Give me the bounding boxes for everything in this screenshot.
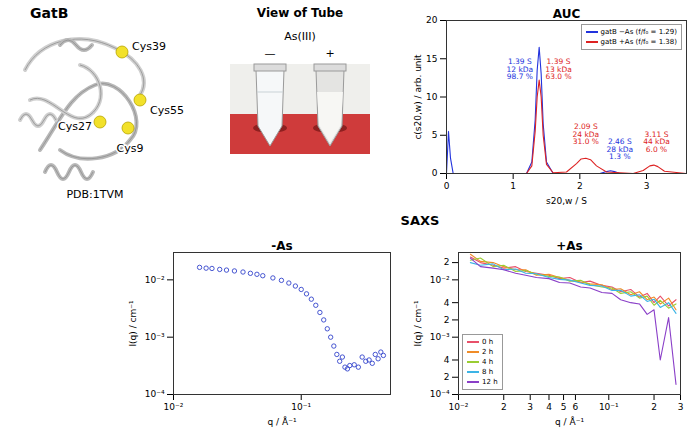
- svg-text:0: 0: [432, 168, 438, 178]
- html-text:4 h: 4 h: [482, 358, 494, 366]
- svg-text:3: 3: [644, 181, 650, 191]
- svg-text:3.11 S44 kDa6.0 %: 3.11 S44 kDa6.0 %: [643, 130, 670, 154]
- svg-text:3: 3: [678, 402, 684, 412]
- svg-text:10⁻²: 10⁻²: [164, 402, 184, 412]
- svg-text:6: 6: [573, 402, 579, 412]
- svg-text:c(s20,w) / arb. unit: c(s20,w) / arb. unit: [413, 54, 423, 140]
- svg-text:q / Å⁻¹: q / Å⁻¹: [268, 416, 297, 427]
- svg-text:+: +: [325, 47, 334, 60]
- svg-text:10⁻¹: 10⁻¹: [291, 402, 311, 412]
- svg-text:Cys55: Cys55: [150, 104, 184, 117]
- svg-text:s20,w / S: s20,w / S: [546, 196, 587, 206]
- svg-text:0: 0: [444, 181, 450, 191]
- svg-text:SAXS: SAXS: [401, 213, 440, 228]
- html-text:2 h: 2 h: [482, 348, 494, 356]
- svg-text:1.39 S13 kDa63.0 %: 1.39 S13 kDa63.0 %: [545, 57, 572, 81]
- svg-text:I(q) / cm⁻¹: I(q) / cm⁻¹: [413, 300, 423, 347]
- svg-text:-As: -As: [271, 239, 292, 253]
- svg-text:As(III): As(III): [284, 30, 316, 43]
- svg-text:+As: +As: [556, 239, 582, 253]
- svg-text:View of Tube: View of Tube: [257, 6, 343, 20]
- svg-text:2: 2: [444, 257, 450, 267]
- svg-text:15: 15: [426, 54, 437, 64]
- svg-text:10⁻¹: 10⁻¹: [599, 402, 619, 412]
- svg-text:1: 1: [510, 181, 516, 191]
- svg-text:10⁻⁴: 10⁻⁴: [430, 389, 450, 399]
- svg-text:PDB:1TVM: PDB:1TVM: [66, 188, 123, 201]
- svg-text:10⁻²: 10⁻²: [430, 275, 450, 285]
- svg-text:10⁻²: 10⁻²: [145, 275, 165, 285]
- svg-text:2: 2: [444, 315, 450, 325]
- svg-text:Cys27: Cys27: [58, 120, 92, 133]
- svg-text:3: 3: [527, 402, 533, 412]
- svg-text:1.39 S12 kDa98.7 %: 1.39 S12 kDa98.7 %: [507, 57, 534, 81]
- svg-text:I(q) / cm⁻¹: I(q) / cm⁻¹: [128, 300, 138, 347]
- html-text:8 h: 8 h: [482, 368, 494, 376]
- svg-text:AUC: AUC: [553, 7, 581, 21]
- html-text:0 h: 0 h: [482, 338, 494, 346]
- svg-text:10⁻³: 10⁻³: [145, 332, 165, 342]
- svg-text:2: 2: [501, 402, 507, 412]
- svg-text:2.09 S24 kDa31.0 %: 2.09 S24 kDa31.0 %: [573, 122, 600, 146]
- svg-text:Cys9: Cys9: [117, 142, 144, 155]
- svg-text:4: 4: [444, 298, 450, 308]
- svg-text:2: 2: [577, 181, 583, 191]
- html-text:gatB +As (f/f₀ = 1.38): gatB +As (f/f₀ = 1.38): [600, 38, 677, 46]
- svg-text:10⁻³: 10⁻³: [430, 332, 450, 342]
- html-text:gatB −As (f/f₀ = 1.29): gatB −As (f/f₀ = 1.29): [600, 28, 677, 36]
- svg-text:—: —: [265, 47, 276, 60]
- svg-text:Cys39: Cys39: [132, 40, 166, 53]
- svg-text:10: 10: [426, 92, 438, 102]
- svg-text:2: 2: [444, 372, 450, 382]
- svg-text:2: 2: [651, 402, 657, 412]
- svg-text:4: 4: [546, 402, 552, 412]
- svg-text:2.46 S28 kDa1.3 %: 2.46 S28 kDa1.3 %: [607, 137, 634, 161]
- svg-text:GatB: GatB: [30, 5, 68, 21]
- html-text:12 h: 12 h: [482, 378, 498, 386]
- svg-text:q / Å⁻¹: q / Å⁻¹: [555, 416, 584, 427]
- svg-text:20: 20: [426, 15, 438, 25]
- svg-text:10⁻²: 10⁻²: [449, 402, 469, 412]
- svg-text:5: 5: [432, 130, 438, 140]
- svg-text:4: 4: [444, 355, 450, 365]
- svg-text:5: 5: [561, 402, 567, 412]
- svg-text:10⁻⁴: 10⁻⁴: [145, 389, 165, 399]
